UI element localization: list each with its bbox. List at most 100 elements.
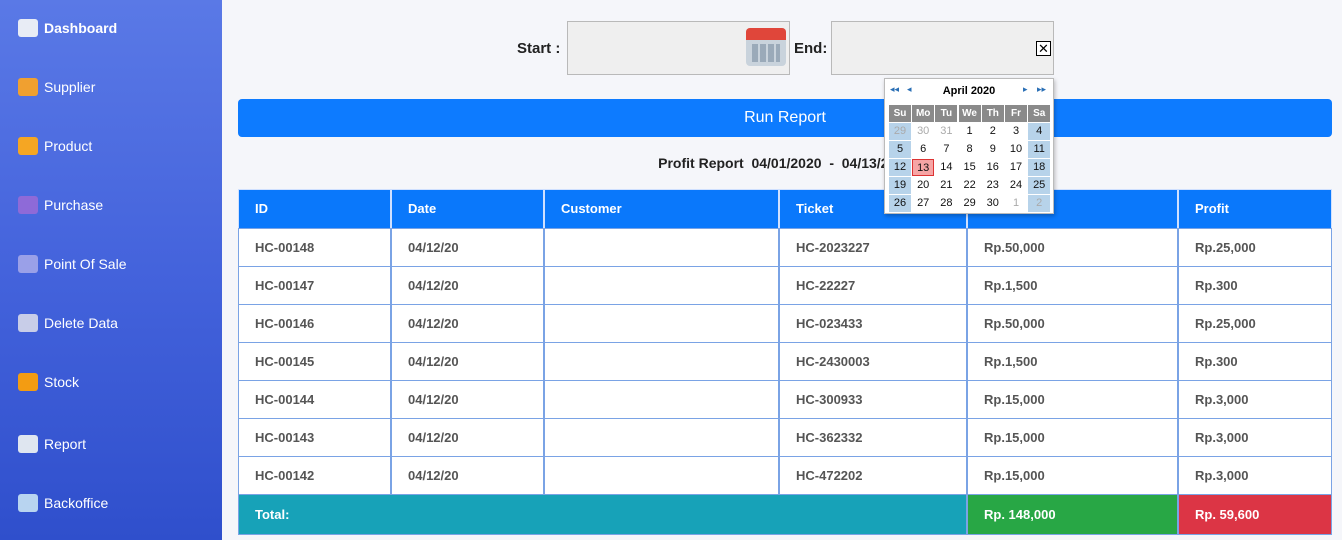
calendar-day[interactable]: 23 (981, 177, 1004, 194)
table-cell (544, 228, 779, 267)
calendar-day[interactable]: 7 (935, 141, 958, 158)
calendar-day[interactable]: 1 (1005, 195, 1027, 212)
table-cell: Rp.15,000 (967, 380, 1178, 419)
weekday: We (958, 105, 981, 122)
weekday: Sa (1028, 105, 1051, 122)
run-report-button[interactable]: Run Report (238, 99, 1332, 137)
calendar-day[interactable]: 21 (935, 177, 958, 194)
calendar-day[interactable]: 25 (1028, 177, 1051, 194)
calendar-day[interactable]: 12 (889, 159, 911, 176)
calendar-day[interactable]: 17 (1005, 159, 1027, 176)
table-cell: Rp.1,500 (967, 266, 1178, 305)
calendar-day[interactable]: 10 (1005, 141, 1027, 158)
report-title: Profit Report 04/01/2020 - 04/13/2020 (658, 155, 912, 171)
nav-icon (18, 435, 38, 453)
calendar-day[interactable]: 30 (981, 195, 1004, 212)
calendar-day[interactable]: 20 (912, 177, 935, 194)
calendar-day[interactable]: 4 (1028, 123, 1051, 140)
nav-item[interactable]: Purchase (18, 193, 103, 217)
calendar-day[interactable]: 22 (958, 177, 981, 194)
nav-item[interactable]: Product (18, 134, 92, 158)
table-cell: Rp.300 (1178, 342, 1332, 381)
nav-item[interactable]: Delete Data (18, 311, 118, 335)
calendar-day[interactable]: 16 (981, 159, 1004, 176)
nav-prev-month[interactable]: ◂ (907, 84, 912, 94)
table-cell (544, 266, 779, 305)
calendar-day[interactable]: 11 (1028, 141, 1051, 158)
calendar-day[interactable]: 2 (1028, 195, 1051, 212)
calendar-day[interactable]: 27 (912, 195, 935, 212)
calendar-day[interactable]: 8 (958, 141, 981, 158)
calendar-day[interactable]: 31 (935, 123, 958, 140)
nav-item[interactable]: Dashboard (18, 16, 117, 40)
calendar-day[interactable]: 2 (981, 123, 1004, 140)
nav-item[interactable]: Point Of Sale (18, 252, 127, 276)
calendar-day[interactable]: 29 (958, 195, 981, 212)
calendar-day[interactable]: 24 (1005, 177, 1027, 194)
calendar-day[interactable]: 1 (958, 123, 981, 140)
table-cell (544, 380, 779, 419)
weekday: Mo (912, 105, 935, 122)
nav-icon (18, 255, 38, 273)
table-cell: HC-00145 (238, 342, 391, 381)
calendar-day[interactable]: 3 (1005, 123, 1027, 140)
calendar-day[interactable]: 30 (912, 123, 935, 140)
calendar-day[interactable]: 29 (889, 123, 911, 140)
nav-item[interactable]: Supplier (18, 75, 95, 99)
nav-label: Report (44, 436, 87, 452)
table-cell: 04/12/20 (391, 380, 544, 419)
table-cell: 04/12/20 (391, 342, 544, 381)
nav-icon (18, 196, 38, 214)
nav-next-year[interactable]: ▸▸ (1037, 84, 1047, 94)
nav-label: Stock (44, 374, 80, 390)
nav-next-month[interactable]: ▸ (1023, 84, 1028, 94)
calendar-icon[interactable] (746, 28, 786, 66)
nav-icon (18, 137, 38, 155)
nav-item[interactable]: Report (18, 432, 86, 456)
table-cell: Rp.15,000 (967, 418, 1178, 457)
table-cell: 04/12/20 (391, 266, 544, 305)
table-cell (544, 418, 779, 457)
calendar-day[interactable]: 9 (981, 141, 1004, 158)
calendar-day[interactable]: 5 (889, 141, 911, 158)
table-cell: 04/12/20 (391, 456, 544, 495)
calendar-day[interactable]: 19 (889, 177, 911, 194)
header-cell: Date (391, 189, 544, 229)
table-cell (544, 456, 779, 495)
table-cell: HC-00148 (238, 228, 391, 267)
nav-item[interactable]: Backoffice (18, 491, 108, 515)
table-cell: Rp.50,000 (967, 304, 1178, 343)
nav-item[interactable]: Stock (18, 370, 79, 394)
nav-label: Delete Data (44, 315, 118, 331)
table-cell: Rp.15,000 (967, 456, 1178, 495)
table-cell: Rp.3,000 (1178, 380, 1332, 419)
end-input[interactable] (831, 21, 1054, 75)
nav-icon (18, 19, 38, 37)
clear-button[interactable]: ✕ (1036, 41, 1051, 56)
nav-label: Dashboard (44, 20, 118, 36)
header-cell: Customer (544, 189, 779, 229)
weekday: Su (889, 105, 911, 122)
total-profit: Rp. 59,600 (1178, 494, 1332, 535)
calendar-day[interactable]: 26 (889, 195, 911, 212)
table-cell: 04/12/20 (391, 228, 544, 267)
sidebar: Dashboard Supplier Product Purchase Point Of… (0, 0, 222, 540)
nav-prev-year[interactable]: ◂◂ (890, 84, 900, 94)
calendar-day[interactable]: 18 (1028, 159, 1051, 176)
end-label: End: (794, 40, 828, 57)
start-label: Start : (517, 40, 561, 57)
table-cell: HC-2430003 (779, 342, 967, 381)
table-cell: HC-00142 (238, 456, 391, 495)
calendar-day[interactable]: 15 (958, 159, 981, 176)
table-cell (544, 342, 779, 381)
table-cell: Rp.25,000 (1178, 228, 1332, 267)
calendar-day[interactable]: 13 (912, 159, 935, 176)
weekday: Fr (1005, 105, 1027, 122)
weekday: Tu (935, 105, 958, 122)
table-cell: Rp.25,000 (1178, 304, 1332, 343)
header-cell: Profit (1178, 189, 1332, 229)
calendar-day[interactable]: 14 (935, 159, 958, 176)
calendar-day[interactable]: 28 (935, 195, 958, 212)
table-cell: HC-00146 (238, 304, 391, 343)
calendar-day[interactable]: 6 (912, 141, 935, 158)
